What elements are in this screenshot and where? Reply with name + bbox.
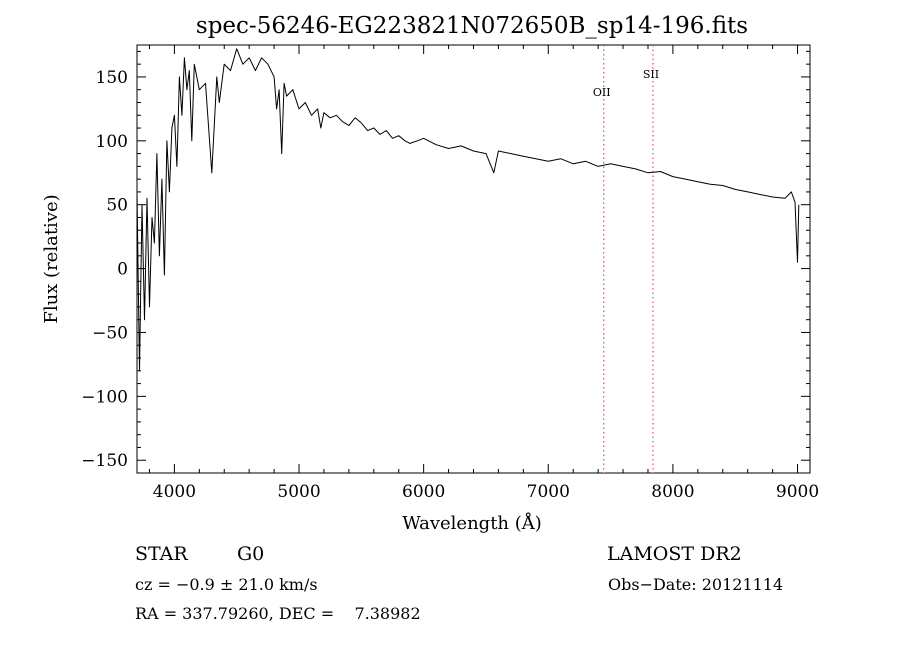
x-axis-label: Wavelength (Å) [402,512,542,534]
x-tick-label: 7000 [527,482,570,502]
plot-frame [136,44,811,474]
obs-date: Obs−Date: 20121114 [608,575,783,594]
emission-line-markers: OII SII [593,45,659,473]
y-tick-label: 0 [117,260,128,280]
y-axis-ticks: 150 100 50 0 −50 −100 −150 [81,50,810,471]
x-axis-ticks: 4000 5000 6000 7000 8000 9000 [148,45,819,502]
x-tick-label: 6000 [402,482,445,502]
survey-name: LAMOST DR2 [607,543,742,565]
x-tick-label: 5000 [277,482,320,502]
object-class: STAR [135,543,188,565]
marker-label-oii: OII [593,86,611,99]
y-tick-label: 150 [96,68,128,88]
y-tick-label: −150 [81,451,128,471]
coordinates: RA = 337.79260, DEC = 7.38982 [135,604,421,623]
series-layer [136,48,800,372]
y-tick-label: −100 [81,387,128,407]
x-tick-label: 9000 [776,482,819,502]
marker-label-sii: SII [643,68,659,81]
object-subclass: G0 [237,543,264,565]
y-tick-label: 50 [106,196,128,216]
series-line-0 [136,48,800,372]
y-tick-label: −50 [92,323,128,343]
y-axis-label: Flux (relative) [41,194,62,323]
x-tick-label: 4000 [153,482,196,502]
x-tick-label: 8000 [651,482,694,502]
y-tick-label: 100 [96,132,128,152]
velocity-text: cz = −0.9 ± 21.0 km/s [135,575,318,594]
chart-title: spec-56246-EG223821N072650B_sp14-196.fit… [196,13,748,39]
